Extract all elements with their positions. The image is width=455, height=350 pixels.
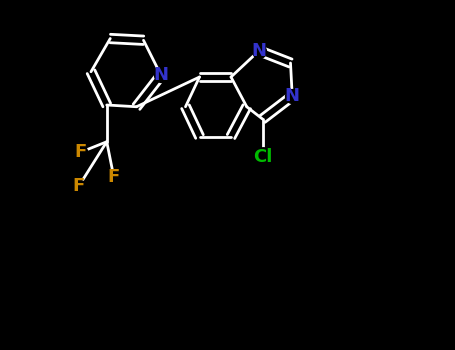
Text: N: N — [252, 42, 267, 60]
Text: F: F — [108, 168, 120, 186]
Text: N: N — [285, 87, 300, 105]
Text: N: N — [153, 66, 168, 84]
Text: F: F — [74, 143, 86, 161]
Text: Cl: Cl — [253, 148, 272, 167]
Text: F: F — [73, 177, 85, 195]
